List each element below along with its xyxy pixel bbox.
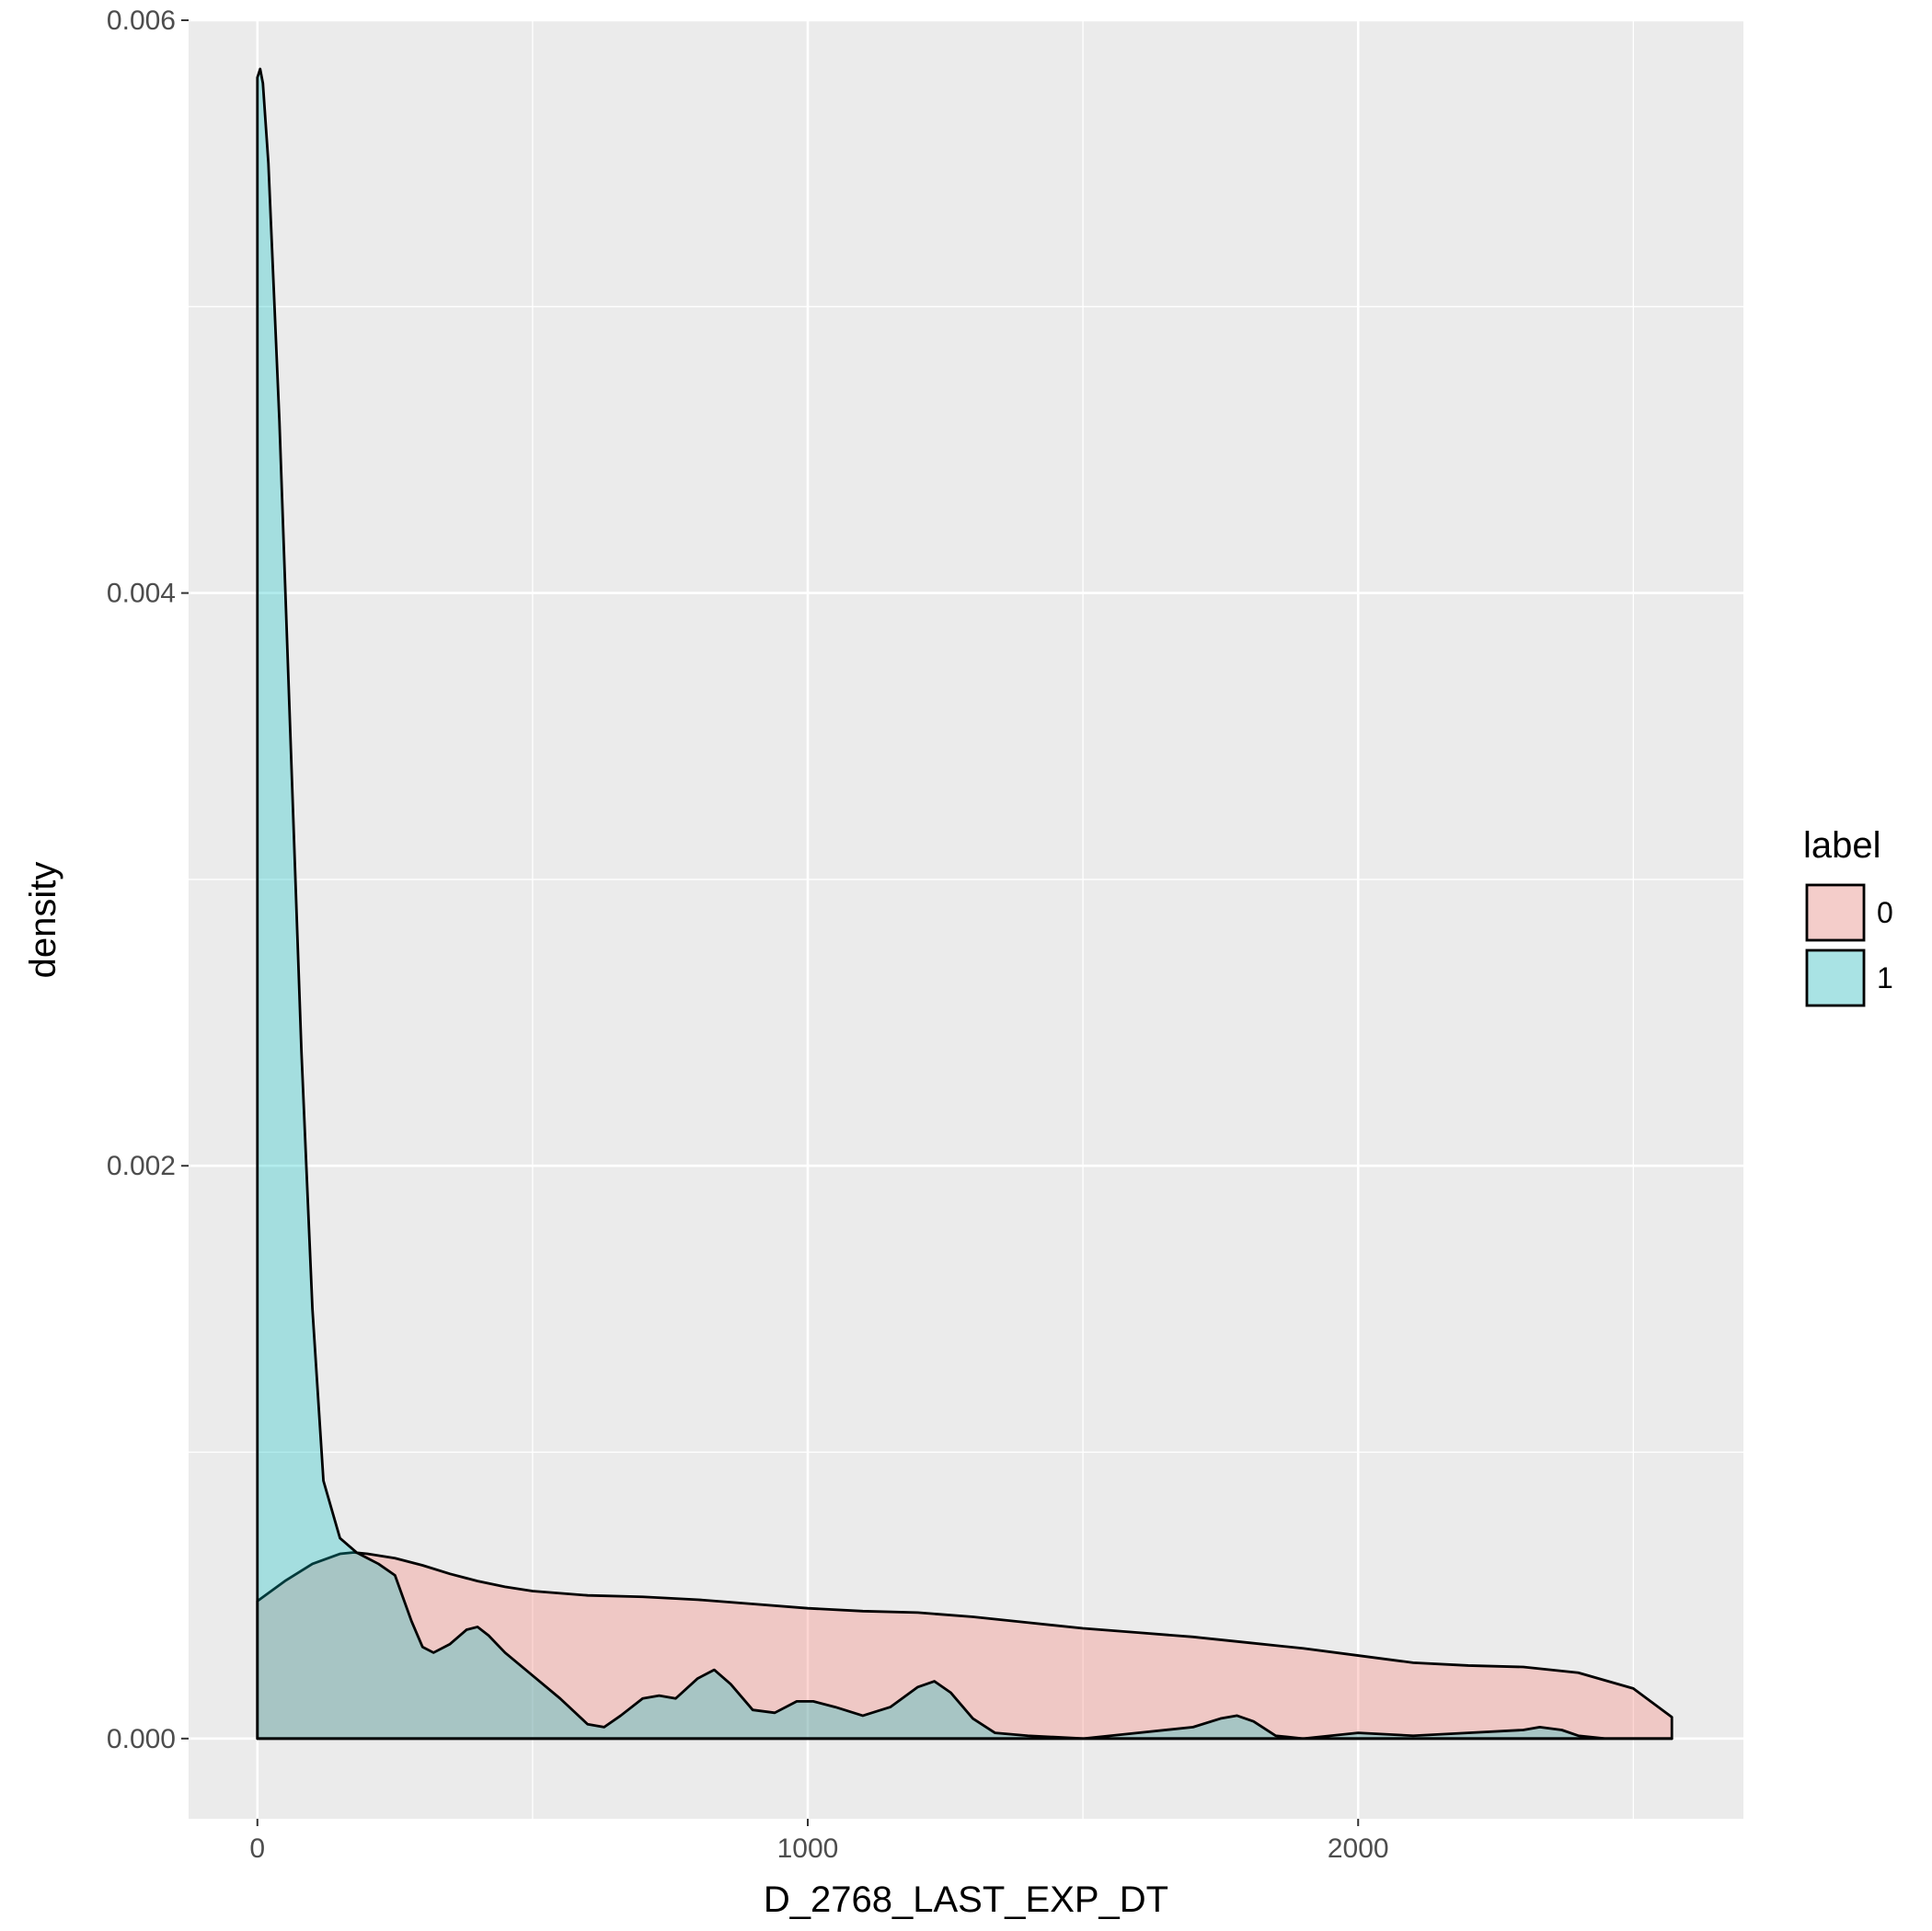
y-tick-label: 0.006	[107, 6, 176, 36]
legend-label: 1	[1877, 961, 1893, 994]
legend-key-bg	[1805, 948, 1866, 1007]
legend-label: 0	[1877, 896, 1893, 929]
legend-keys: 01	[1805, 883, 1893, 1007]
x-tick-label: 2000	[1328, 1833, 1389, 1864]
x-axis-title: D_2768_LAST_EXP_DT	[764, 1879, 1168, 1920]
y-tick-label: 0.004	[107, 579, 176, 609]
x-tick-label: 1000	[777, 1833, 839, 1864]
legend: label 01	[1803, 825, 1893, 1007]
legend-title: label	[1803, 825, 1881, 866]
legend-key-0	[1805, 883, 1866, 942]
x-tick-label: 0	[249, 1833, 265, 1864]
y-tick-label: 0.000	[107, 1724, 176, 1754]
density-areas	[256, 67, 1673, 1741]
legend-key-1	[1805, 948, 1866, 1007]
y-axis: 0.000 0.002 0.004 0.006	[107, 6, 189, 1754]
x-axis: 0 1000 2000	[249, 1819, 1389, 1864]
density-area-label-0	[256, 1551, 1673, 1741]
density-area-label-1	[256, 67, 1673, 1741]
y-axis-title: density	[23, 862, 63, 979]
legend-key-bg	[1805, 883, 1866, 942]
y-tick-label: 0.002	[107, 1151, 176, 1181]
plot-panel	[189, 20, 1743, 1819]
